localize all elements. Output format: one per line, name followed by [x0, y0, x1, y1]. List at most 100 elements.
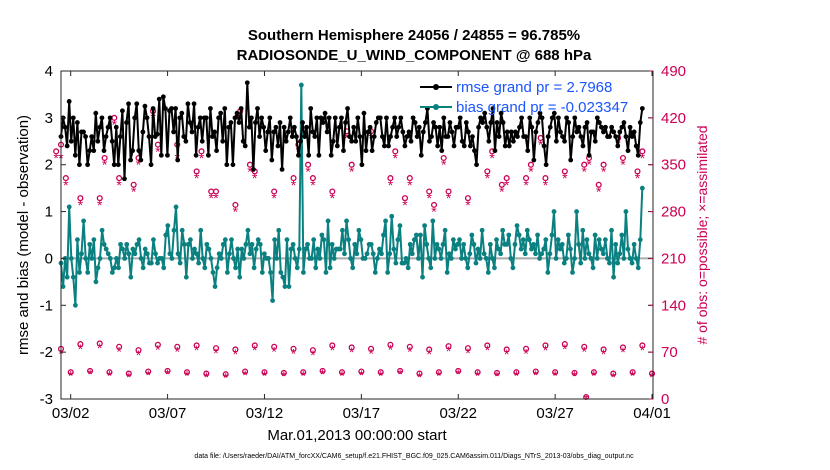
bias-marker — [426, 256, 432, 261]
bias-marker — [422, 223, 427, 229]
rmse-marker — [140, 129, 146, 135]
obs-possible-marker — [532, 368, 539, 375]
obs-possible-marker — [106, 369, 113, 376]
obs-assimilated-marker: * — [426, 346, 432, 362]
bias-marker — [243, 241, 249, 247]
rmse-marker — [531, 157, 537, 163]
obs-assimilated-marker: * — [194, 342, 200, 358]
bias-marker — [196, 260, 202, 266]
rmse-marker — [545, 134, 551, 140]
obs-possible-marker — [203, 370, 210, 377]
y2-tick-label: 350 — [661, 157, 686, 174]
rmse-marker — [316, 152, 322, 158]
obs-possible-marker — [387, 341, 394, 348]
bias-marker — [89, 256, 95, 261]
rmse-marker — [341, 148, 346, 154]
rmse-marker — [592, 138, 598, 144]
obs-assimilated-marker: * — [465, 345, 471, 361]
y-tick-label: 1 — [45, 204, 53, 221]
bias-marker — [609, 227, 614, 233]
obs-assimilated-marker: * — [601, 346, 607, 362]
rmse-marker — [488, 120, 494, 125]
obs-possible-marker — [67, 369, 74, 376]
bias-marker — [598, 246, 604, 252]
obs-assimilated-marker: * — [359, 367, 365, 383]
rmse-marker — [179, 110, 185, 116]
bias-marker — [288, 246, 294, 252]
bias-marker — [72, 302, 78, 308]
legend-rmse-marker — [433, 84, 439, 90]
y-tick-label: -1 — [40, 297, 53, 314]
rmse-marker — [478, 115, 484, 121]
obs-assimilated-marker: * — [499, 183, 505, 199]
obs-assimilated-marker: * — [446, 343, 452, 359]
bias-marker — [352, 241, 358, 247]
x-tick-label: 03/07 — [149, 405, 187, 422]
rmse-marker — [603, 124, 608, 130]
y2-tick-label: 210 — [661, 250, 686, 267]
obs-possible-marker — [271, 343, 278, 350]
rmse-marker — [525, 148, 531, 154]
rmse-marker — [162, 106, 168, 111]
rmse-marker — [185, 101, 191, 107]
rmse-marker — [394, 134, 400, 140]
legend: rmse grand pr = 2.7968 bias grand pr = -… — [420, 79, 628, 116]
obs-assimilated-marker: * — [436, 368, 442, 384]
rmse-marker — [265, 129, 271, 135]
rmse-marker — [429, 134, 434, 140]
obs-possible-marker — [484, 342, 491, 349]
bias-marker — [487, 241, 493, 247]
obs-possible-marker — [232, 201, 239, 208]
bias-marker — [319, 232, 325, 238]
obs-assimilated-marker: * — [572, 368, 578, 384]
bias-marker — [448, 256, 454, 261]
obs-possible-marker — [77, 341, 84, 348]
rmse-marker — [224, 162, 230, 168]
bias-marker — [506, 232, 512, 238]
bias-marker — [617, 251, 623, 257]
bias-marker — [379, 251, 384, 257]
obs-possible-marker — [629, 369, 636, 376]
bias-marker — [483, 256, 489, 261]
bias-marker — [381, 232, 386, 238]
y-tick-label: 3 — [45, 110, 53, 127]
rmse-marker — [107, 115, 113, 121]
bias-marker — [590, 265, 596, 271]
obs-possible-marker — [406, 175, 413, 182]
obs-assimilated-marker: * — [562, 341, 568, 357]
rmse-marker — [619, 124, 625, 130]
bias-marker — [171, 227, 177, 233]
rmse-marker — [549, 115, 555, 121]
bias-marker — [245, 227, 251, 233]
obs-possible-marker — [600, 161, 607, 168]
bias-marker — [508, 256, 514, 261]
bias-marker — [397, 223, 403, 229]
bias-marker — [276, 227, 282, 233]
rmse-marker — [613, 134, 619, 140]
bias-marker — [101, 241, 107, 247]
obs-possible-marker — [542, 342, 549, 349]
bias-marker — [596, 237, 602, 243]
rmse-marker — [208, 106, 213, 111]
bias-marker — [292, 256, 298, 261]
rmse-marker — [273, 124, 279, 130]
rmse-marker — [111, 162, 117, 168]
rmse-marker — [226, 124, 232, 130]
rmse-marker — [220, 138, 226, 144]
bias-marker — [179, 227, 185, 233]
y-axis-label: rmse and bias (model - observation) — [15, 115, 32, 355]
bias-marker — [190, 256, 195, 261]
bias-marker — [576, 241, 582, 247]
rmse-marker — [539, 115, 545, 121]
rmse-marker — [359, 162, 365, 168]
rmse-marker — [95, 138, 101, 144]
bias-marker — [163, 232, 169, 238]
bias-marker — [206, 246, 212, 252]
legend-rmse-text: rmse grand pr = 2.7968 — [456, 79, 612, 96]
bias-marker — [249, 241, 255, 247]
bias-marker — [368, 241, 374, 247]
rmse-marker — [418, 152, 424, 158]
rmse-marker — [238, 106, 244, 111]
rmse-marker — [535, 120, 541, 125]
obs-assimilated-marker: * — [136, 157, 142, 173]
